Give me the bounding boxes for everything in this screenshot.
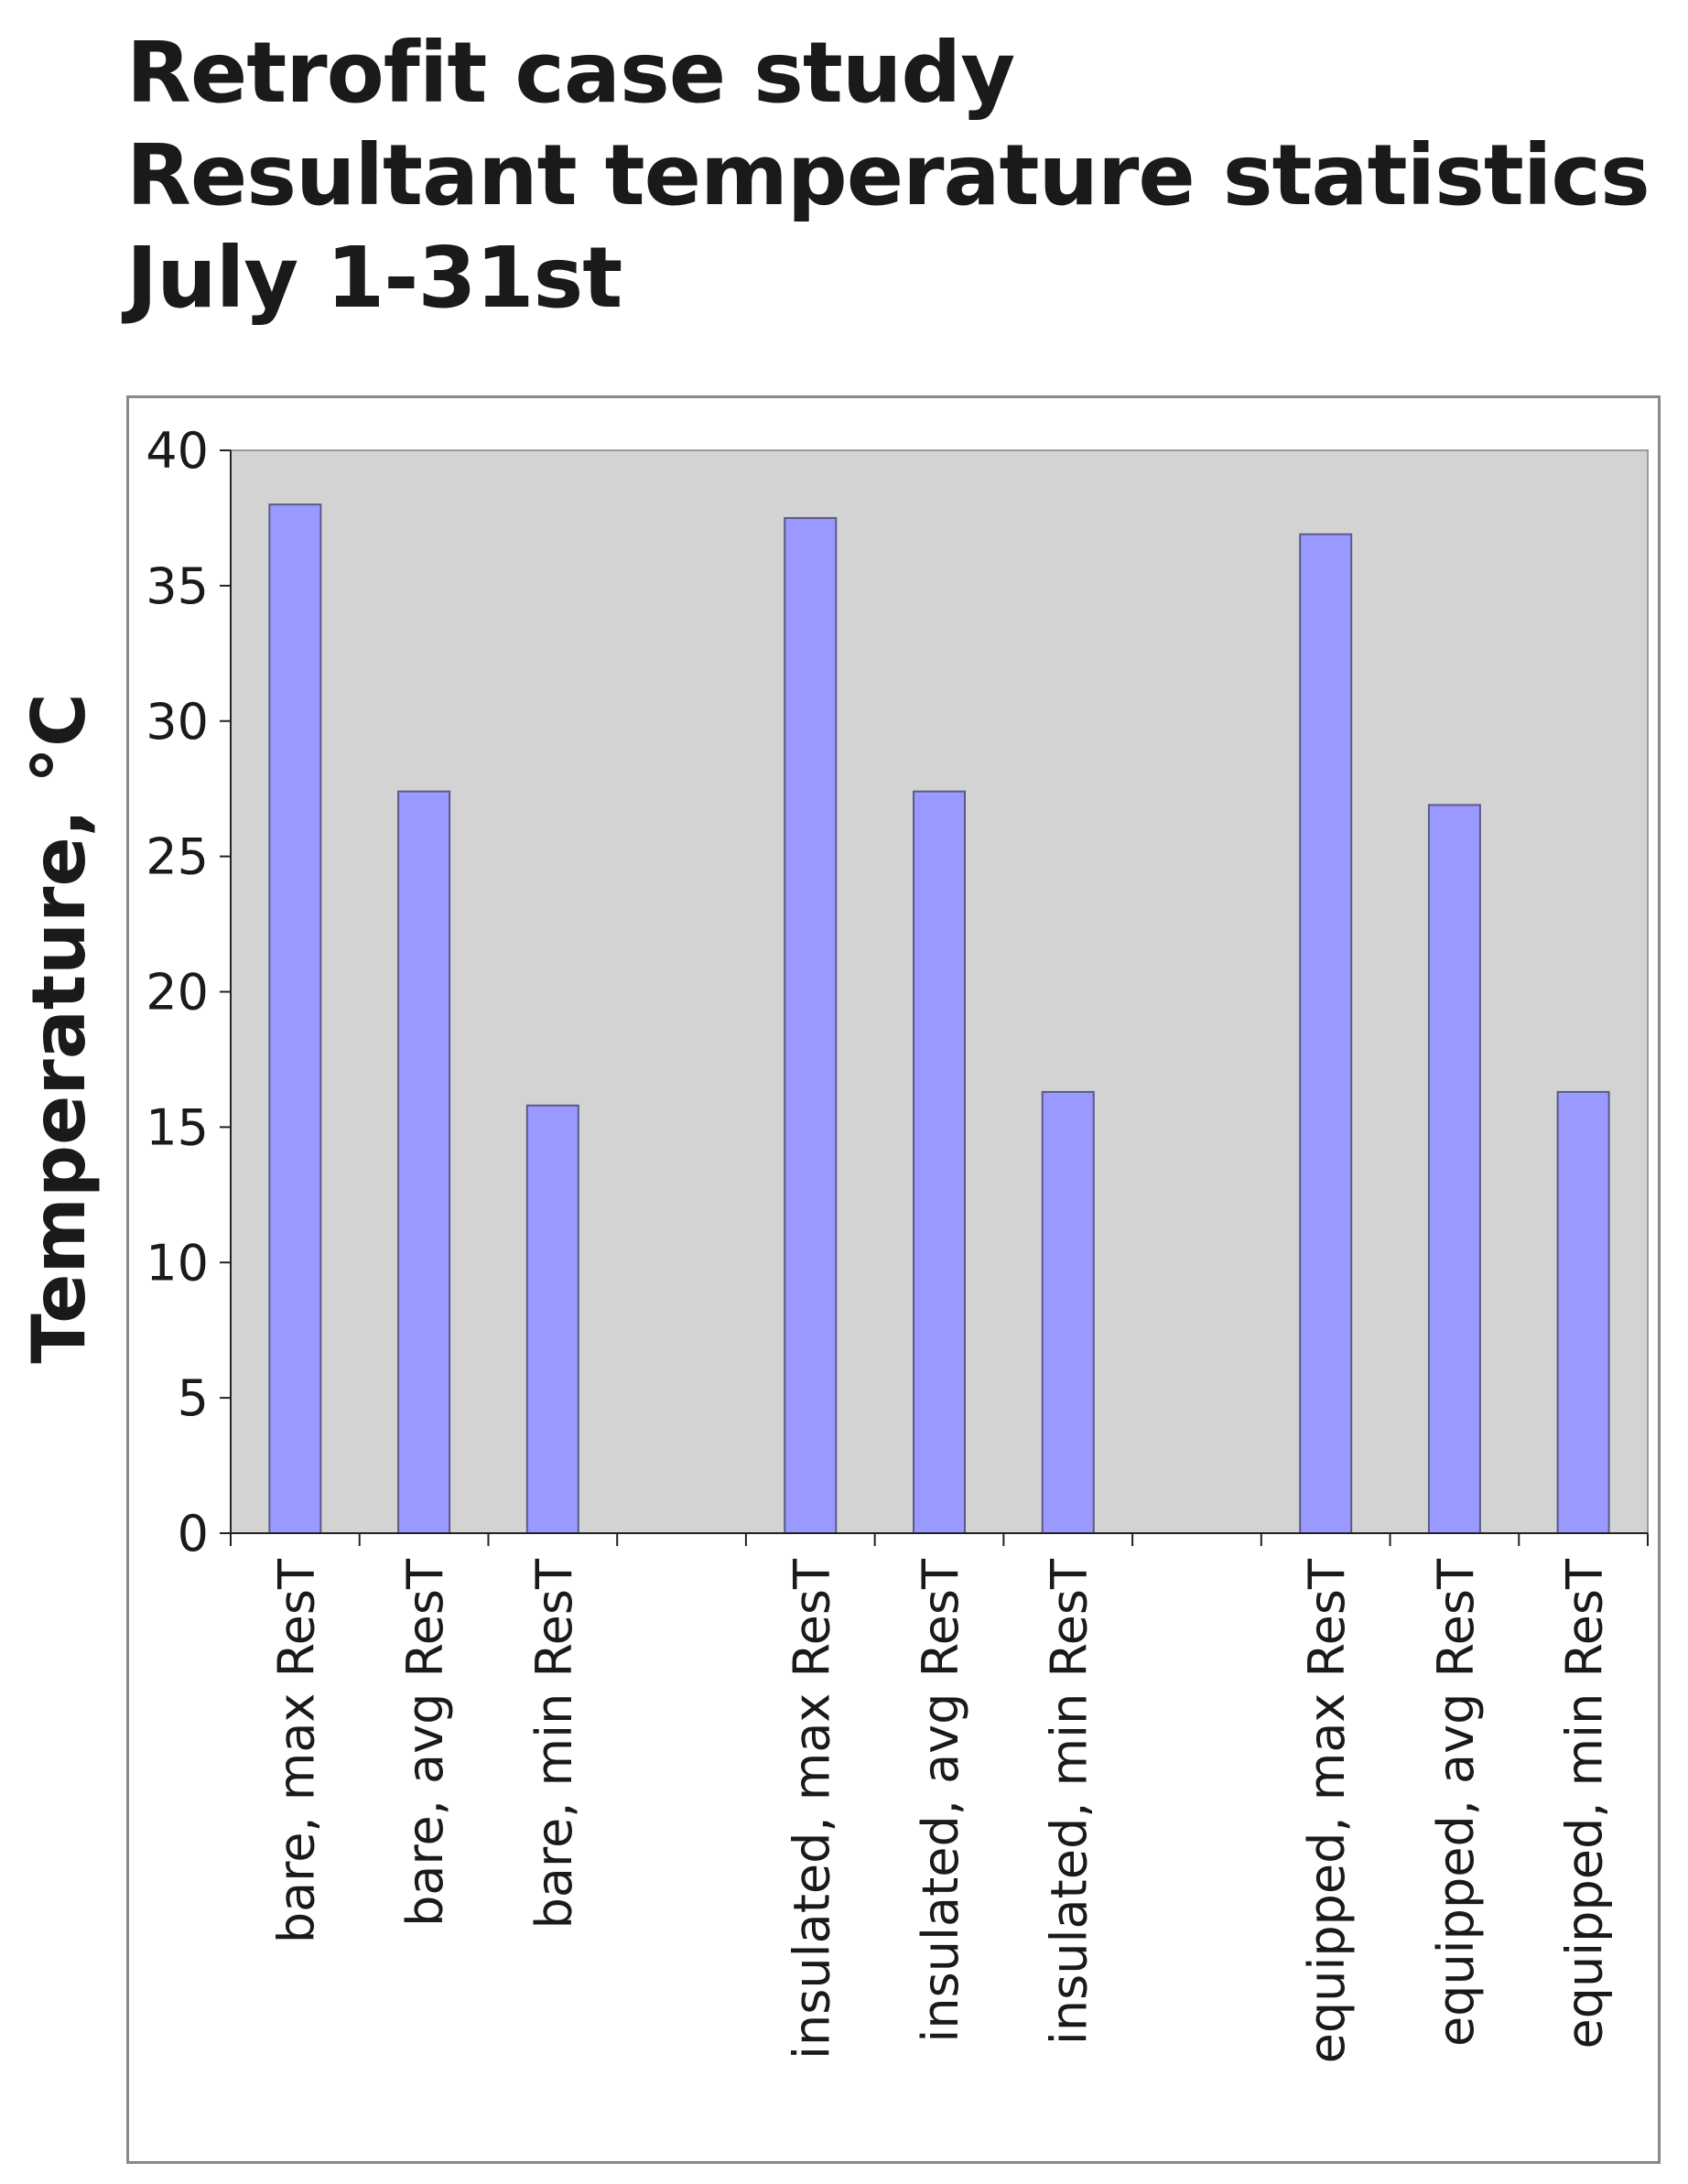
bar	[784, 516, 838, 1534]
bar	[1556, 1090, 1610, 1534]
x-tick-label: equipped, min ResT	[1556, 1558, 1614, 2049]
x-tick-label: bare, min ResT	[525, 1558, 583, 1929]
x-tick-label: bare, avg ResT	[396, 1558, 454, 1927]
x-tick-label: insulated, avg ResT	[912, 1558, 969, 2043]
y-tick-label: 15	[146, 1098, 209, 1156]
x-tick-label: insulated, max ResT	[783, 1558, 840, 2060]
y-tick-label: 35	[146, 557, 209, 615]
x-axis-ticks: bare, max ResT bare, avg ResT bare, min Re…	[230, 1533, 1649, 2063]
y-tick-label: 0	[178, 1505, 209, 1562]
x-tick-label: equipped, avg ResT	[1427, 1558, 1485, 2047]
bar	[913, 790, 966, 1534]
x-tick-label: insulated, min ResT	[1041, 1558, 1098, 2045]
y-tick-label: 40	[146, 422, 209, 480]
y-tick-label: 5	[178, 1369, 209, 1427]
bar	[1041, 1090, 1095, 1534]
bar	[1299, 533, 1353, 1534]
x-tick-label: bare, max ResT	[267, 1558, 325, 1943]
bar	[525, 1104, 579, 1534]
bar	[1427, 804, 1481, 1534]
chart-title: Retrofit case study Resultant temperatur…	[126, 22, 1650, 330]
bar	[397, 790, 451, 1534]
y-tick-label: 25	[146, 828, 209, 886]
bar	[268, 503, 322, 1534]
y-tick-label: 10	[146, 1234, 209, 1292]
y-axis-label: Temperature, °C	[16, 693, 102, 1363]
y-axis-ticks: 0 5 10 15 20 25 30 35 40	[146, 422, 232, 1562]
y-tick-label: 20	[146, 964, 209, 1022]
chart-title-line-3: July 1-31st	[126, 229, 622, 327]
bars	[268, 503, 1610, 1534]
chart-title-line-1: Retrofit case study	[126, 24, 1015, 122]
y-tick-label: 30	[146, 693, 209, 751]
chart-title-line-2: Resultant temperature statistics	[126, 126, 1650, 224]
x-tick-label: equipped, max ResT	[1298, 1558, 1356, 2063]
